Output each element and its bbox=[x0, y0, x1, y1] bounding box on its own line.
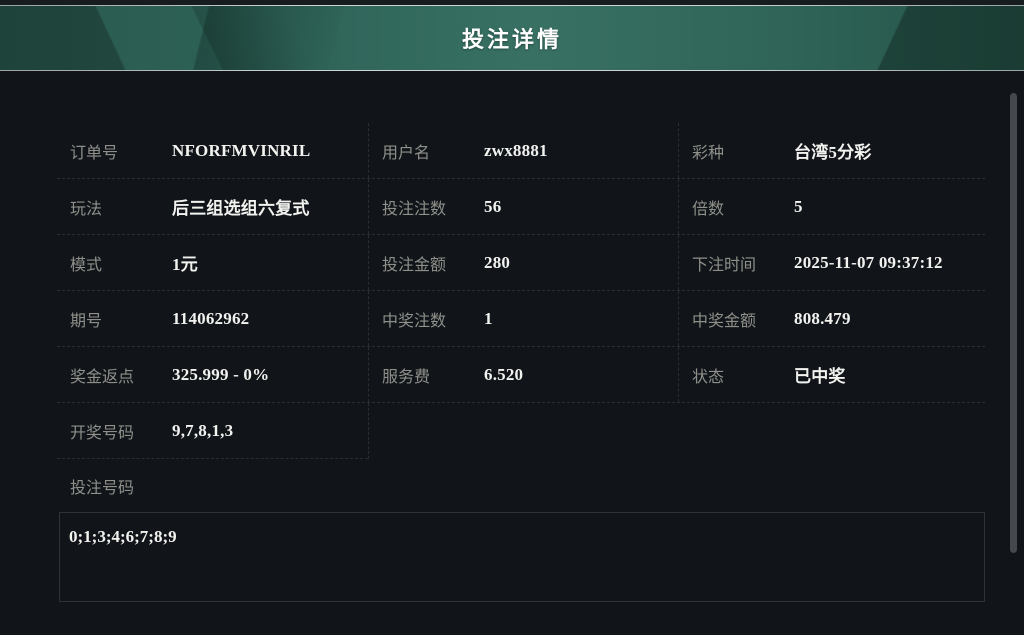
field-value: 1元 bbox=[172, 255, 198, 274]
field-win-amount: 中奖金额 808.479 bbox=[678, 291, 985, 346]
field-win-count: 中奖注数 1 bbox=[368, 291, 678, 346]
field-username: 用户名 zwx8881 bbox=[368, 123, 678, 178]
scrollbar-thumb[interactable] bbox=[1010, 93, 1017, 553]
field-play-method: 玩法 后三组选组六复式 bbox=[57, 179, 368, 234]
field-bet-amount: 投注金额 280 bbox=[368, 235, 678, 290]
field-label: 服务费 bbox=[382, 368, 431, 386]
status-value: 已中奖 bbox=[794, 367, 846, 386]
table-row: 订单号 NFORFMVINRIL 用户名 zwx8881 彩种 台湾5分彩 bbox=[57, 123, 985, 179]
field-label: 订单号 bbox=[70, 144, 119, 162]
field-value: NFORFMVINRIL bbox=[172, 140, 311, 160]
field-prize-rebate: 奖金返点 325.999 - 0% bbox=[57, 347, 368, 402]
table-row: 玩法 后三组选组六复式 投注注数 56 倍数 5 bbox=[57, 179, 985, 235]
field-label: 彩种 bbox=[692, 144, 725, 162]
table-row: 期号 114062962 中奖注数 1 中奖金额 808.479 bbox=[57, 291, 985, 347]
field-value: 后三组选组六复式 bbox=[172, 199, 310, 218]
field-label: 用户名 bbox=[382, 144, 431, 162]
field-bet-count: 投注注数 56 bbox=[368, 179, 678, 234]
field-label: 投注号码 bbox=[70, 479, 135, 497]
field-label: 奖金返点 bbox=[70, 368, 135, 386]
table-row: 模式 1元 投注金额 280 下注时间 2025-11-07 09:37:12 bbox=[57, 235, 985, 291]
field-label: 投注金额 bbox=[382, 256, 447, 274]
field-lottery-type: 彩种 台湾5分彩 bbox=[678, 123, 985, 178]
field-label: 开奖号码 bbox=[70, 424, 135, 442]
page-title: 投注详情 bbox=[461, 27, 562, 52]
field-value: 280 bbox=[484, 252, 511, 272]
field-label: 投注注数 bbox=[382, 200, 447, 218]
empty-cell bbox=[678, 403, 985, 459]
field-value: 114062962 bbox=[172, 308, 250, 328]
field-status: 状态 已中奖 bbox=[678, 347, 985, 402]
field-value: 1 bbox=[484, 308, 493, 328]
table-row: 开奖号码 9,7,8,1,3 bbox=[57, 403, 985, 459]
field-label: 中奖金额 bbox=[692, 312, 757, 330]
field-label: 倍数 bbox=[692, 200, 725, 218]
field-bet-time: 下注时间 2025-11-07 09:37:12 bbox=[678, 235, 985, 290]
empty-cell bbox=[368, 403, 678, 459]
header-top-divider bbox=[0, 5, 1024, 6]
field-multiplier: 倍数 5 bbox=[678, 179, 985, 234]
field-value: 808.479 bbox=[794, 308, 851, 328]
bet-numbers-value: 0;1;3;4;6;7;8;9 bbox=[69, 527, 177, 546]
field-label: 下注时间 bbox=[692, 256, 757, 274]
field-mode: 模式 1元 bbox=[57, 235, 368, 290]
field-value: 5 bbox=[794, 196, 803, 216]
header-bottom-divider bbox=[0, 70, 1024, 71]
field-value: 325.999 - 0% bbox=[172, 364, 270, 384]
field-value: 台湾5分彩 bbox=[794, 143, 872, 162]
top-strip bbox=[0, 0, 1024, 5]
field-value: 6.520 bbox=[484, 364, 524, 384]
field-value: 2025-11-07 09:37:12 bbox=[794, 252, 943, 272]
bet-detail-table: 订单号 NFORFMVINRIL 用户名 zwx8881 彩种 台湾5分彩 玩法… bbox=[57, 123, 985, 602]
field-value: 9,7,8,1,3 bbox=[172, 420, 234, 440]
field-value: zwx8881 bbox=[484, 140, 548, 160]
field-label: 玩法 bbox=[70, 200, 103, 218]
field-draw-numbers: 开奖号码 9,7,8,1,3 bbox=[57, 403, 368, 459]
bet-numbers-label-row: 投注号码 bbox=[57, 459, 985, 512]
field-label: 状态 bbox=[692, 368, 725, 386]
table-row: 奖金返点 325.999 - 0% 服务费 6.520 状态 已中奖 bbox=[57, 347, 985, 403]
field-label: 中奖注数 bbox=[382, 312, 447, 330]
bet-numbers-box: 0;1;3;4;6;7;8;9 bbox=[59, 512, 985, 602]
field-label: 模式 bbox=[70, 256, 103, 274]
field-label: 期号 bbox=[70, 312, 103, 330]
field-service-fee: 服务费 6.520 bbox=[368, 347, 678, 402]
header-bar: 投注详情 bbox=[0, 6, 1024, 70]
field-value: 56 bbox=[484, 196, 502, 216]
field-issue-number: 期号 114062962 bbox=[57, 291, 368, 346]
field-order-number: 订单号 NFORFMVINRIL bbox=[57, 123, 368, 178]
